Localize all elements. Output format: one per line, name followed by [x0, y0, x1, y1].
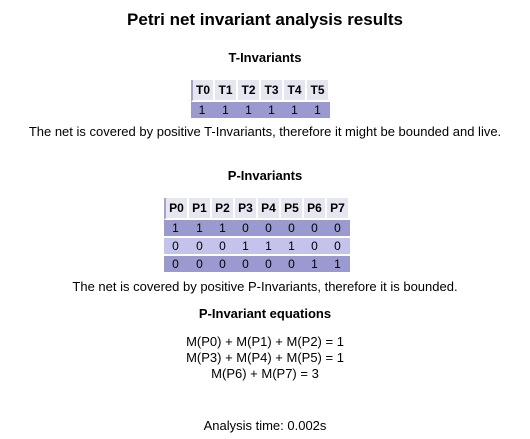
table-cell: 1 [235, 238, 258, 254]
t-header-cell: T3 [261, 80, 284, 102]
page-title: Petri net invariant analysis results [127, 10, 403, 29]
t-header-cell: T2 [238, 80, 261, 102]
table-cell: 1 [307, 102, 330, 118]
p-header-cell: P4 [258, 198, 281, 220]
table-cell: 0 [212, 238, 235, 254]
t-header-cell: T1 [215, 80, 238, 102]
table-cell: 0 [281, 256, 304, 272]
table-cell: 0 [258, 256, 281, 272]
table-cell: 0 [235, 220, 258, 236]
table-cell: 0 [189, 256, 212, 272]
table-cell: 0 [327, 238, 350, 254]
table-row: 1 1 1 1 1 1 [191, 102, 330, 118]
table-cell: 1 [212, 220, 235, 236]
table-cell: 1 [304, 256, 327, 272]
t-header-cell: T0 [191, 80, 215, 102]
p-invariants-heading: P-Invariants [227, 168, 303, 183]
table-cell: 0 [189, 238, 212, 254]
table-cell: 0 [258, 220, 281, 236]
t-invariants-table: T0 T1 T2 T3 T4 T5 1 1 1 1 1 1 [191, 80, 330, 118]
p-header-cell: P5 [281, 198, 304, 220]
table-cell: 1 [261, 102, 284, 118]
table-cell: 1 [258, 238, 281, 254]
p-header-cell: P1 [189, 198, 212, 220]
table-cell: 0 [164, 238, 189, 254]
table-cell: 0 [212, 256, 235, 272]
p-invariants-header-row: P0 P1 P2 P3 P4 P5 P6 P7 [164, 198, 350, 220]
table-cell: 0 [304, 220, 327, 236]
table-cell: 0 [235, 256, 258, 272]
equation-line: M(P3) + M(P4) + M(P5) = 1 [186, 350, 344, 365]
equation-line: M(P6) + M(P7) = 3 [211, 366, 319, 381]
table-cell: 1 [327, 256, 350, 272]
t-invariants-header-row: T0 T1 T2 T3 T4 T5 [191, 80, 330, 102]
t-invariants-heading: T-Invariants [228, 50, 302, 65]
table-cell: 0 [327, 220, 350, 236]
p-invariants-note: The net is covered by positive P-Invaria… [72, 279, 458, 294]
p-header-cell: P7 [327, 198, 350, 220]
t-header-cell: T5 [307, 80, 330, 102]
p-header-cell: P0 [164, 198, 189, 220]
p-header-cell: P2 [212, 198, 235, 220]
analysis-time: Analysis time: 0.002s [203, 418, 327, 433]
table-cell: 1 [281, 238, 304, 254]
table-cell: 1 [284, 102, 307, 118]
t-header-cell: T4 [284, 80, 307, 102]
table-cell: 0 [304, 238, 327, 254]
table-row: 0 0 0 1 1 1 0 0 [164, 238, 350, 254]
table-cell: 0 [281, 220, 304, 236]
table-cell: 1 [215, 102, 238, 118]
table-cell: 1 [164, 220, 189, 236]
p-header-cell: P3 [235, 198, 258, 220]
table-cell: 1 [191, 102, 215, 118]
table-cell: 1 [189, 220, 212, 236]
table-row: 1 1 1 0 0 0 0 0 [164, 220, 350, 236]
equations-heading: P-Invariant equations [198, 306, 332, 321]
equations-list: M(P0) + M(P1) + M(P2) = 1 M(P3) + M(P4) … [0, 334, 530, 382]
p-invariants-table: P0 P1 P2 P3 P4 P5 P6 P7 1 1 1 0 0 0 0 0 … [164, 198, 350, 272]
table-cell: 1 [238, 102, 261, 118]
t-invariants-note: The net is covered by positive T-Invaria… [28, 124, 502, 139]
table-cell: 0 [164, 256, 189, 272]
p-header-cell: P6 [304, 198, 327, 220]
equation-line: M(P0) + M(P1) + M(P2) = 1 [186, 334, 344, 349]
table-row: 0 0 0 0 0 0 1 1 [164, 256, 350, 272]
